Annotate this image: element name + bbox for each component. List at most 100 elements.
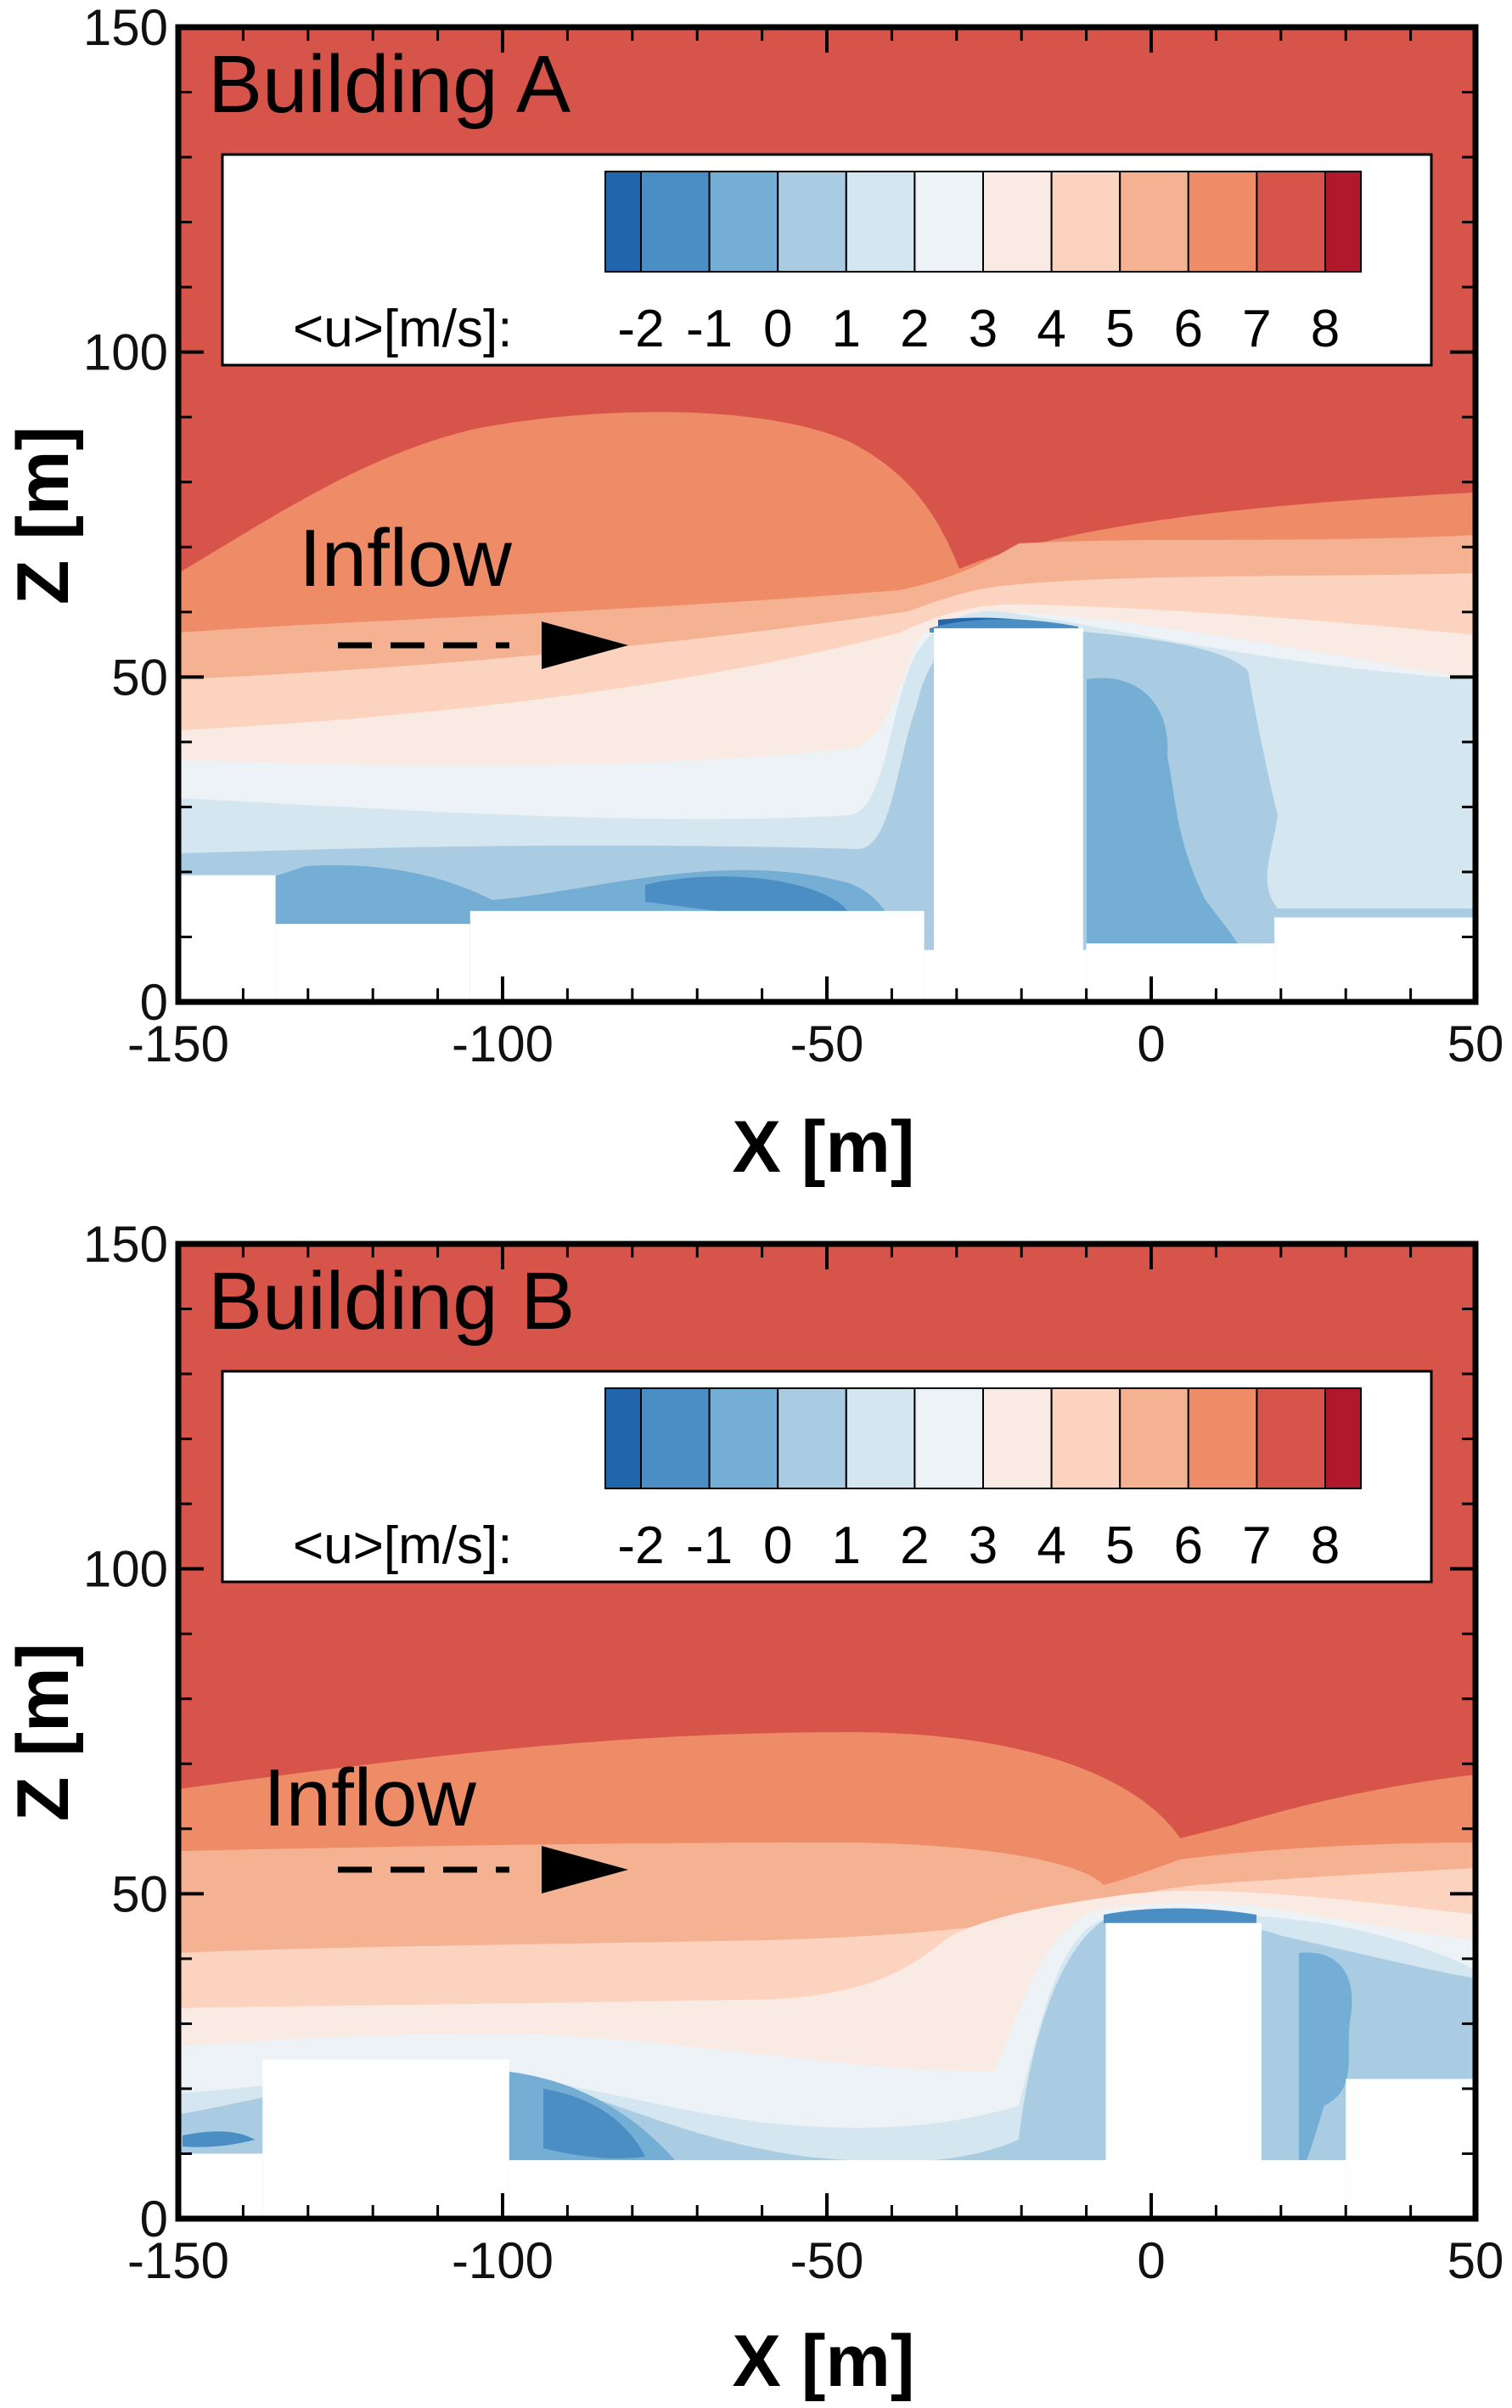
- colorbar-swatch: [640, 171, 711, 273]
- colorbar-label-b: <u>[m/s]:: [293, 1516, 512, 1575]
- y-tick-label: 100: [83, 1541, 168, 1598]
- colorbar-swatch: [708, 1387, 779, 1489]
- building-block: [1346, 2079, 1475, 2219]
- colorbar-swatches-a: [604, 171, 1362, 273]
- colorbar-swatch: [777, 171, 847, 273]
- colorbar-ticks-b: -2 -1 0 1 2 3 4 5 6 7 8: [617, 1516, 1340, 1575]
- colorbar-swatch: [1256, 1387, 1327, 1489]
- ground-block: [469, 910, 925, 1002]
- colorbar-tick-label: 7: [1242, 1516, 1271, 1575]
- contour-level-neg2-b-left: [183, 2131, 255, 2147]
- x-axis-title-a: X [m]: [733, 1106, 915, 1188]
- building-block: [262, 2059, 509, 2219]
- x-tick-label: 0: [1137, 2232, 1165, 2289]
- colorbar-swatch: [604, 1387, 642, 1489]
- colorbar-tick-label: 3: [969, 300, 998, 358]
- colorbar-tick-label: 5: [1105, 300, 1134, 358]
- building-block: [1274, 917, 1475, 1002]
- colorbar-tick-label: -1: [686, 1516, 733, 1575]
- colorbar-tick-label: 0: [763, 300, 792, 358]
- y-axis-title-b: Z [m]: [3, 1643, 84, 1821]
- y-tick-label: 150: [83, 0, 168, 56]
- colorbar-tick-label: 4: [1037, 300, 1065, 358]
- ground-block: [509, 2160, 1106, 2219]
- ground-block: [178, 875, 276, 1002]
- colorbar-swatch: [845, 1387, 916, 1489]
- contour-level-neg2-b: [543, 2089, 645, 2158]
- colorbar-swatch: [982, 1387, 1053, 1489]
- colorbar-swatch: [845, 171, 916, 273]
- colorbar-swatch: [1187, 1387, 1258, 1489]
- x-tick-label: -100: [452, 1016, 554, 1072]
- ground-block: [178, 2153, 263, 2219]
- ground-block: [1261, 2160, 1346, 2219]
- inflow-arrow-head-b: [542, 1846, 628, 1893]
- colorbar-tick-label: 1: [832, 300, 861, 358]
- y-tick-label: 150: [83, 1216, 168, 1273]
- colorbar-tick-label: 1: [832, 1516, 861, 1575]
- panel-building-b: <u>[m/s]: -2 -1 0 1 2 3 4 5 6 7 8 Building B Inflo…: [3, 1216, 1504, 2402]
- inflow-arrow-head-a: [542, 622, 628, 669]
- x-tick-label: 0: [1137, 1016, 1165, 1072]
- colorbar-swatch: [913, 171, 985, 273]
- x-tick-label: -50: [790, 1016, 864, 1072]
- contour-level-neg1-a-wake: [1087, 678, 1265, 1002]
- colorbar-tick-label: -2: [617, 300, 664, 358]
- contour-level-neg2-b-roof: [1104, 1908, 1256, 1923]
- colorbar-tick-label: 8: [1311, 1516, 1340, 1575]
- panel-building-a: <u>[m/s]: -2 -1 0 1 2 3 4 5 6 7 8 Building A Inflo…: [3, 0, 1504, 1188]
- y-tick-label: 50: [111, 1865, 168, 1922]
- colorbar-swatch: [604, 171, 642, 273]
- colorbar-swatch: [1324, 171, 1362, 273]
- x-tick-label: -150: [127, 2232, 229, 2289]
- inflow-label-a: Inflow: [299, 513, 512, 604]
- colorbar-swatch: [1119, 1387, 1189, 1489]
- colorbar-swatch: [982, 171, 1053, 273]
- colorbar-swatch: [1324, 1387, 1362, 1489]
- colorbar-tick-label: 5: [1105, 1516, 1134, 1575]
- colorbar-swatch: [777, 1387, 847, 1489]
- colorbar-tick-label: -1: [686, 300, 733, 358]
- panel-title-b: Building B: [208, 1256, 575, 1347]
- contour-level-neg1-b-wake: [1299, 1952, 1352, 2174]
- colorbar-swatch: [1050, 171, 1121, 273]
- colorbar-tick-label: 2: [900, 1516, 929, 1575]
- x-tick-label: -100: [452, 2232, 554, 2289]
- colorbar-tick-label: 2: [900, 300, 929, 358]
- ground-and-buildings-b: [178, 1922, 1475, 2219]
- x-tick-label: 50: [1447, 2232, 1504, 2289]
- y-tick-label: 0: [140, 974, 168, 1031]
- x-tick-label: -50: [790, 2232, 864, 2289]
- colorbar-tick-label: 6: [1174, 1516, 1203, 1575]
- colorbar-tick-label: 4: [1037, 1516, 1065, 1575]
- colorbar-swatch: [708, 171, 779, 273]
- colorbar-swatch: [913, 1387, 985, 1489]
- colorbar-ticks-a: -2 -1 0 1 2 3 4 5 6 7 8: [617, 300, 1340, 358]
- colorbar-tick-label: 0: [763, 1516, 792, 1575]
- colorbar-swatch: [1119, 171, 1189, 273]
- colorbar-tick-label: 8: [1311, 300, 1340, 358]
- inflow-label-b: Inflow: [263, 1753, 476, 1843]
- colorbar-swatch: [640, 1387, 711, 1489]
- colorbar-tick-label: 3: [969, 1516, 998, 1575]
- x-tick-label: -150: [127, 1016, 229, 1072]
- building-block: [934, 627, 1083, 1002]
- ground-block: [1086, 943, 1275, 1002]
- y-tick-label: 0: [140, 2191, 168, 2248]
- x-tick-label: 50: [1447, 1016, 1504, 1072]
- colorbar-swatch: [1187, 171, 1258, 273]
- colorbar-swatches-b: [604, 1387, 1362, 1489]
- x-axis-title-b: X [m]: [733, 2321, 915, 2402]
- colorbar-tick-label: 6: [1174, 300, 1203, 358]
- colorbar-tick-label: -2: [617, 1516, 664, 1575]
- building-block: [1105, 1922, 1262, 2219]
- colorbar-tick-label: 7: [1242, 300, 1271, 358]
- y-axis-title-a: Z [m]: [3, 426, 84, 605]
- y-tick-label: 50: [111, 649, 168, 706]
- colorbar-label-a: <u>[m/s]:: [293, 300, 512, 358]
- colorbar-swatch: [1050, 1387, 1121, 1489]
- y-tick-label: 100: [83, 324, 168, 381]
